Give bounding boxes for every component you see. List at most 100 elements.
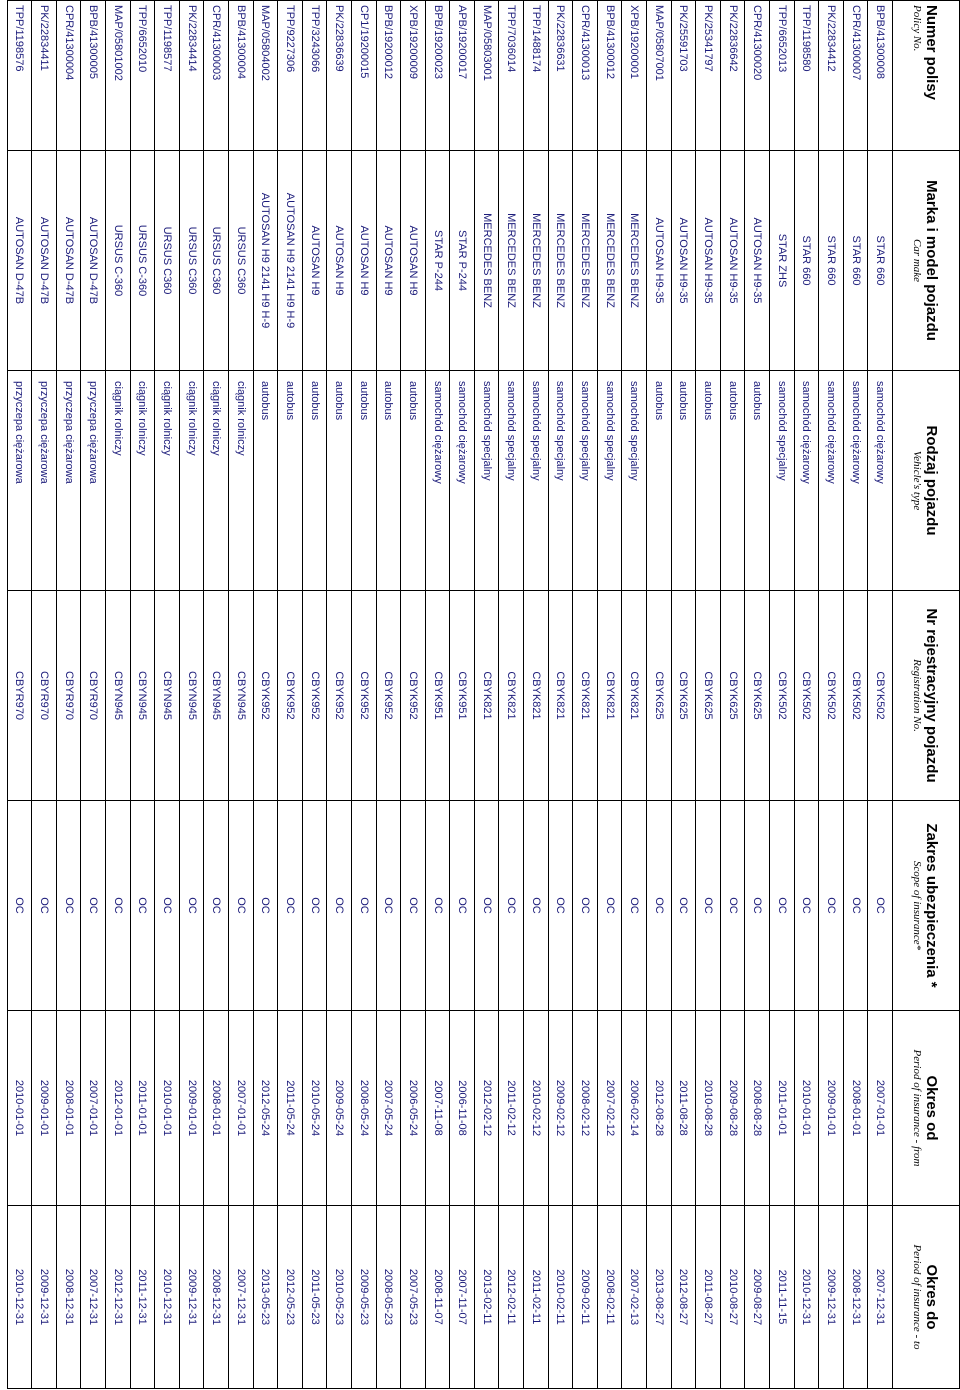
column-title: Numer polisy [923, 5, 941, 101]
table-cell: 2012-08-27 [671, 1205, 696, 1389]
table-cell: 2009-01-01 [818, 1010, 844, 1206]
table-cell: CBYN945 [105, 590, 131, 801]
table-cell: STAR 660 [843, 150, 868, 371]
table-cell: 2007-12-31 [80, 1205, 106, 1389]
table-row: MAP/05801002 URSUS C-360 ciągnik rolniczy C… [105, 0, 131, 1389]
table-cell: autobus [646, 370, 672, 591]
table-cell: 2007-11-08 [425, 1010, 450, 1206]
table-cell: 2009-01-01 [31, 1010, 57, 1206]
table-cell: MERCEDES BENZ [523, 150, 549, 371]
table-cell: 2011-01-01 [130, 1010, 155, 1206]
table-row: MAP/05807001 AUTOSAN H9-35 autobus CBYK625 O… [646, 0, 672, 1389]
table-cell: MAP/05804002 [253, 0, 278, 151]
table-cell: 2012-02-11 [499, 1205, 524, 1389]
table-cell: MERCEDES BENZ [572, 150, 598, 371]
table-cell: 2007-01-01 [228, 1010, 254, 1206]
table-cell: PK/22836639 [326, 0, 352, 151]
table-cell: OC [253, 800, 278, 1011]
table-cell: 2009-05-24 [326, 1010, 352, 1206]
table-cell: CBYN945 [203, 590, 229, 801]
table-cell: OC [449, 800, 475, 1011]
table-cell: XPB/19200001 [621, 0, 647, 151]
table-cell: 2009-01-01 [179, 1010, 204, 1206]
table-cell: 2010-02-11 [548, 1205, 573, 1389]
table-cell: CBYK821 [548, 590, 573, 801]
table-cell: CBYK951 [425, 590, 450, 801]
table-cell: 2007-05-24 [376, 1010, 401, 1206]
table-cell: MERCEDES BENZ [597, 150, 622, 371]
table-cell: 2010-08-27 [720, 1205, 745, 1389]
table-cell: 2012-01-01 [105, 1010, 131, 1206]
table-cell: OC [80, 800, 106, 1011]
table-cell: ciągnik rolniczy [228, 370, 254, 591]
table-cell: 2011-08-28 [671, 1010, 696, 1206]
table-cell: TPP/9227306 [277, 0, 303, 151]
table-cell: samochód specjalny [621, 370, 647, 591]
table-row: CP1/19200015 AUTOSAN H9 autobus CBYK952 OC 20… [351, 0, 377, 1389]
table-cell: AUTOSAN H9 [302, 150, 327, 371]
table-cell: samochód ciężarowy [843, 370, 868, 591]
table-cell: CBYK502 [818, 590, 844, 801]
table-cell: 2008-05-24 [351, 1010, 377, 1206]
table-cell: samochód ciężarowy [818, 370, 844, 591]
table-row: PK/25341797 AUTOSAN H9-35 autobus CBYK625 OC… [695, 0, 721, 1389]
table-cell: przyczepa ciężarowa [7, 370, 32, 591]
table-cell: CPR/41300007 [843, 0, 868, 151]
table-cell: autobus [326, 370, 352, 591]
table-cell: 2008-05-23 [376, 1205, 401, 1389]
table-row: XPB/19200001 MERCEDES BENZ samochód specja… [621, 0, 647, 1389]
table-row: TPP/3243066 AUTOSAN H9 autobus CBYK952 OC 201… [302, 0, 327, 1389]
table-cell: OC [203, 800, 229, 1011]
column-title: Okres do [923, 1264, 941, 1330]
table-row: TPP/1488174 MERCEDES BENZ samochód specjal… [523, 0, 549, 1389]
table-cell: 2010-05-23 [326, 1205, 352, 1389]
table-cell: autobus [744, 370, 770, 591]
table-cell: 2011-02-12 [499, 1010, 524, 1206]
policy-table: Numer polisy Policy No. Marka i model poja… [7, 0, 960, 1389]
column-title: Nr rejestracyjny pojazdu [923, 608, 941, 783]
column-subtitle: Registration No. [911, 659, 924, 732]
table-cell: AUTOSAN H9-35 [744, 150, 770, 371]
table-cell: autobus [695, 370, 721, 591]
table-cell: OC [376, 800, 401, 1011]
table-cell: TPP/1198576 [7, 0, 32, 151]
table-cell: OC [867, 800, 893, 1011]
table-cell: TPP/7036014 [499, 0, 524, 151]
table-cell: 2010-12-31 [154, 1205, 180, 1389]
table-row: CPR/41300003 URSUS C360 ciągnik rolniczy CB… [203, 0, 229, 1389]
table-cell: STAR 660 [818, 150, 844, 371]
table-cell: OC [56, 800, 81, 1011]
table-cell: CBYK821 [523, 590, 549, 801]
table-cell: CBYK625 [695, 590, 721, 801]
table-cell: CPR/41300003 [203, 0, 229, 151]
table-cell: 2007-12-31 [228, 1205, 254, 1389]
table-cell: OC [523, 800, 549, 1011]
table-cell: CP1/19200015 [351, 0, 377, 151]
table-cell: CBYN945 [179, 590, 204, 801]
table-cell: AUTOSAN H9-35 [671, 150, 696, 371]
table-cell: autobus [376, 370, 401, 591]
table-row: TPP/7036014 MERCEDES BENZ samochód specjal… [499, 0, 524, 1389]
table-cell: przyczepa ciężarowa [80, 370, 106, 591]
column-header: Nr rejestracyjny pojazdu Registration No. [892, 590, 960, 801]
table-cell: AUTOSAN D-47B [7, 150, 32, 371]
table-cell: samochód ciężarowy [867, 370, 893, 591]
table-cell: URSUS C360 [154, 150, 180, 371]
table-cell: ciągnik rolniczy [203, 370, 229, 591]
table-cell: CBYK821 [474, 590, 499, 801]
table-cell: STAR 660 [867, 150, 893, 371]
table-cell: STAR P-244 [449, 150, 475, 371]
table-cell: CBYR970 [56, 590, 81, 801]
table-cell: MAP/05807001 [646, 0, 672, 151]
table-cell: przyczepa ciężarowa [56, 370, 81, 591]
column-header: Numer polisy Policy No. [892, 0, 960, 151]
table-row: BPB/41300004 URSUS C360 ciągnik rolniczy CB… [228, 0, 254, 1389]
table-row: BPB/41300008 STAR 660 samochód ciężarowy CB… [867, 0, 893, 1389]
table-cell: BPB/19200012 [376, 0, 401, 151]
table-cell: AUTOSAN D-47B [56, 150, 81, 371]
table-cell: APB/19200017 [449, 0, 475, 151]
table-cell: samochód specjalny [572, 370, 598, 591]
table-cell: 2012-05-24 [253, 1010, 278, 1206]
